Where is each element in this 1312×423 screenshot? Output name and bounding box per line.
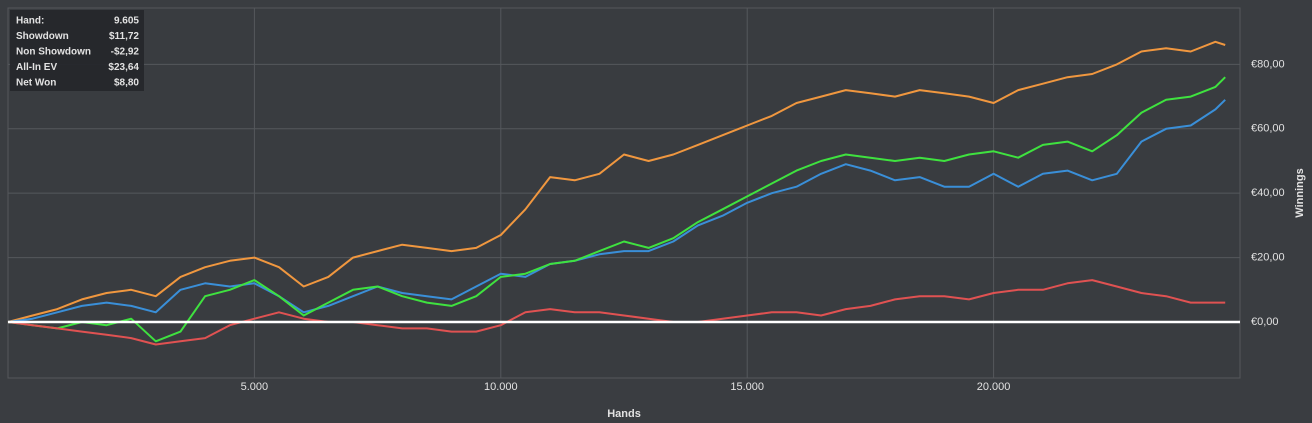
x-axis-label: Hands [607, 408, 641, 420]
y-tick-label: €80,00 [1251, 58, 1285, 70]
tooltip-value: $11,72 [109, 31, 139, 42]
tooltip-value: 9.605 [114, 16, 139, 27]
tooltip-label: Showdown [16, 31, 69, 42]
tooltip-label: All-In EV [16, 62, 57, 73]
tooltip: Hand: 9.605 Showdown $11,72 Non Showdown -$2,… [10, 10, 144, 91]
y-tick-label: €60,00 [1251, 123, 1285, 135]
series-line [7, 76, 1226, 343]
x-tick-label: 20.000 [977, 381, 1011, 393]
tooltip-label: Non Showdown [16, 47, 91, 58]
y-tick-label: €0,00 [1251, 316, 1279, 328]
series-line [7, 279, 1226, 346]
tooltip-value: $23,64 [108, 62, 139, 73]
x-tick-label: 15.000 [730, 381, 764, 393]
y-tick-label: €20,00 [1251, 251, 1285, 263]
y-tick-label: €40,00 [1251, 187, 1285, 199]
tooltip-label: Net Won [16, 78, 56, 89]
tooltip-label: Hand: [16, 16, 44, 27]
tooltip-box [10, 10, 144, 91]
series-line [7, 99, 1226, 323]
x-tick-label: 5.000 [241, 381, 269, 393]
tooltip-value: -$2,92 [111, 47, 140, 58]
y-axis-label: Winnings [1294, 168, 1306, 217]
tooltip-value: $8,80 [114, 78, 139, 89]
series-line [7, 40, 1226, 323]
x-tick-label: 10.000 [484, 381, 518, 393]
